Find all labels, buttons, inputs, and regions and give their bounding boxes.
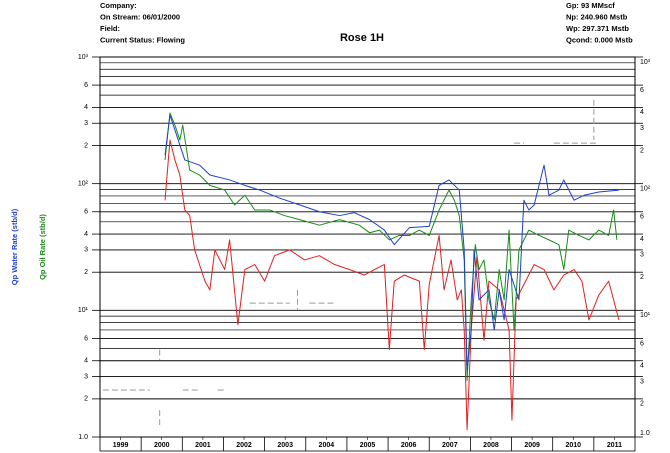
x-tick-label: 2006 — [401, 442, 417, 449]
y2-tick-label: 6 — [640, 340, 644, 347]
header-right: Gp: 93 MMscf — [566, 1, 615, 10]
header-left: On Stream: 06/01/2000 — [100, 12, 180, 21]
y2-tick-label: 1.0 — [640, 430, 650, 437]
y-tick-label: 4 — [84, 358, 88, 365]
y2-tick-label: 10¹ — [640, 312, 651, 319]
y-tick-label: 10¹ — [78, 307, 89, 314]
y2-tick-label: 2 — [640, 401, 644, 408]
y-tick-label: 6 — [84, 82, 88, 89]
series-line — [164, 112, 618, 381]
header-right: Qcond: 0.000 Mstb — [566, 35, 633, 44]
x-tick-label: 2004 — [319, 442, 335, 449]
x-tick-label: 2005 — [360, 442, 376, 449]
x-tick-label: 2008 — [483, 442, 499, 449]
x-tick-label: 2011 — [607, 442, 622, 449]
x-tick-label: 2000 — [154, 442, 170, 449]
y-tick-label: 6 — [84, 335, 88, 342]
y2-tick-label: 6 — [640, 87, 644, 94]
chart-title: Rose 1H — [340, 32, 384, 44]
y-tick-label: 4 — [84, 231, 88, 238]
header-left: Field: — [100, 24, 120, 33]
y2-tick-label: 6 — [640, 214, 644, 221]
y-tick-label: 1.0 — [78, 434, 88, 441]
y2-tick-label: 2 — [640, 147, 644, 154]
y2-tick-label: 2 — [640, 274, 644, 281]
y2-tick-label: 3 — [640, 125, 644, 132]
series-line — [102, 99, 597, 426]
y2-tick-label: 10² — [640, 186, 651, 193]
y2-tick-label: 10³ — [640, 59, 651, 66]
y-tick-label: 3 — [84, 247, 88, 254]
y-tick-label: 10² — [78, 181, 89, 188]
x-tick-label: 2003 — [277, 442, 293, 449]
header-left: Company: — [100, 1, 137, 10]
y-tick-label: 10³ — [78, 54, 89, 61]
y-tick-label: 6 — [84, 209, 88, 216]
plot-frame — [99, 56, 636, 438]
series-line — [164, 114, 619, 371]
y-axis-title: Qp Water Rate (stb/d) — [10, 208, 19, 285]
y2-tick-label: 4 — [640, 109, 644, 116]
y-tick-label: 3 — [84, 373, 88, 380]
y2-tick-label: 3 — [640, 252, 644, 259]
header-left: Current Status: Flowing — [100, 35, 185, 44]
header-right: Wp: 297.371 Mstb — [566, 24, 629, 33]
x-tick-label: 2002 — [236, 442, 252, 449]
x-tick-label: 2007 — [442, 442, 458, 449]
y2-tick-label: 4 — [640, 363, 644, 370]
y-tick-label: 3 — [84, 120, 88, 127]
y-tick-label: 2 — [84, 396, 88, 403]
x-tick-label: 2001 — [195, 442, 211, 449]
header-right: Np: 240.960 Mstb — [566, 12, 628, 21]
x-tick-label: 2009 — [524, 442, 540, 449]
x-tick-label: 2010 — [565, 442, 581, 449]
x-tick-label: 1999 — [113, 442, 129, 449]
y2-tick-label: 3 — [640, 378, 644, 385]
y-tick-label: 2 — [84, 142, 88, 149]
y-tick-label: 4 — [84, 104, 88, 111]
series-line — [164, 139, 620, 431]
y2-tick-label: 4 — [640, 236, 644, 243]
y-tick-label: 2 — [84, 269, 88, 276]
y-axis-title: Qp Oil Rate (stb/d) — [38, 214, 47, 280]
